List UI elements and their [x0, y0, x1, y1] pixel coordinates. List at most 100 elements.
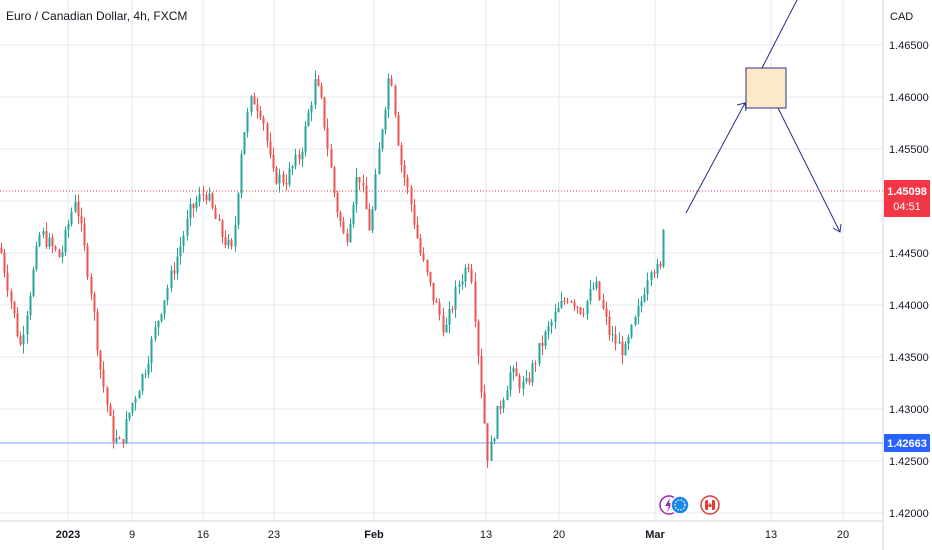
- candle-body: [134, 398, 137, 404]
- candle-body: [333, 167, 336, 193]
- candle-body: [515, 368, 518, 377]
- candle-body: [0, 247, 3, 253]
- candle-body: [29, 295, 32, 316]
- candle-body: [422, 253, 425, 261]
- candle-body: [445, 324, 448, 333]
- candle-body: [208, 193, 211, 201]
- candle-body: [432, 282, 435, 301]
- candle-body: [211, 193, 214, 208]
- candle-body: [483, 392, 486, 424]
- candle-body: [320, 85, 323, 98]
- candle-body: [54, 246, 57, 250]
- candle-body: [16, 313, 19, 337]
- candlestick-series: [0, 70, 665, 468]
- projection-drawing[interactable]: [685, 0, 842, 233]
- candle-body: [566, 301, 569, 303]
- candle-body: [464, 267, 467, 282]
- candle-body: [35, 245, 38, 270]
- candle-body: [45, 231, 48, 247]
- candle-body: [291, 166, 294, 169]
- time-tick-label: 2023: [56, 529, 80, 541]
- candle-body: [282, 174, 285, 183]
- projection-bear-arrowhead: [832, 223, 842, 233]
- target-zone-box[interactable]: [745, 67, 787, 109]
- candle-body: [13, 301, 16, 314]
- candle-body: [3, 252, 6, 273]
- candle-body: [586, 300, 589, 315]
- candle-body: [493, 438, 496, 442]
- candle-body: [563, 301, 566, 303]
- canada-flag-icon[interactable]: [700, 495, 720, 515]
- candle-body: [77, 201, 80, 217]
- candle-body: [275, 167, 278, 184]
- events-row[interactable]: [659, 495, 720, 515]
- candle-body: [419, 238, 422, 254]
- time-tick-label: 13: [480, 529, 492, 541]
- candle-body: [10, 291, 13, 302]
- candle-body: [122, 439, 125, 443]
- price-tick-label: 1.44500: [889, 248, 929, 260]
- candle-body: [80, 216, 83, 224]
- candle-body: [560, 301, 563, 308]
- candle-body: [410, 187, 413, 205]
- candle-body: [640, 301, 643, 307]
- candle-body: [205, 194, 208, 201]
- price-tick-label: 1.43500: [889, 352, 929, 364]
- candle-body: [115, 437, 118, 443]
- price-tick-label: 1.44000: [889, 300, 929, 312]
- candle-body: [614, 334, 617, 344]
- candle-body: [157, 320, 160, 328]
- candle-body: [342, 221, 345, 234]
- candle-body: [166, 288, 169, 301]
- candle-body: [61, 252, 64, 258]
- candle-body: [138, 391, 141, 399]
- candle-body: [451, 308, 454, 310]
- candle-body: [518, 376, 521, 389]
- candle-body: [102, 369, 105, 388]
- countdown-timer: 04:51: [893, 201, 921, 213]
- time-tick-label: 16: [197, 529, 209, 541]
- candle-body: [154, 327, 157, 340]
- candle-body: [22, 334, 25, 345]
- candle-body: [442, 315, 445, 333]
- time-tick-label: 20: [837, 529, 849, 541]
- candle-body: [646, 280, 649, 295]
- candle-body: [272, 154, 275, 168]
- candle-body: [394, 85, 397, 115]
- candle-body: [371, 209, 374, 231]
- candle-body: [99, 350, 102, 370]
- candle-body: [179, 246, 182, 257]
- candle-body: [627, 337, 630, 344]
- candle-body: [630, 324, 633, 338]
- candle-body: [413, 204, 416, 225]
- candle-body: [528, 378, 531, 383]
- candle-body: [246, 112, 249, 133]
- candle-body: [278, 174, 281, 184]
- candle-body: [355, 177, 358, 205]
- candle-body: [486, 423, 489, 461]
- candle-body: [435, 300, 438, 303]
- candle-body: [522, 381, 525, 389]
- candle-body: [314, 79, 317, 105]
- candle-body: [506, 390, 509, 401]
- candle-body: [58, 249, 61, 258]
- candle-body: [186, 218, 189, 236]
- price-axis[interactable]: 1.465001.460001.455001.450001.445001.440…: [889, 40, 929, 520]
- calendar-event-icon[interactable]: [670, 495, 690, 515]
- candle-body: [307, 112, 310, 126]
- candle-body: [390, 78, 393, 86]
- time-axis[interactable]: 2023 9 16 23 Feb 13 20 Mar 13 20: [56, 529, 849, 541]
- candle-body: [621, 341, 624, 356]
- candle-body: [310, 104, 313, 113]
- support-price-value: 1.42663: [887, 438, 927, 450]
- candle-body: [240, 154, 243, 194]
- candle-body: [42, 231, 45, 235]
- candle-body: [131, 403, 134, 413]
- currency-label: CAD: [890, 11, 913, 23]
- candle-body: [163, 300, 166, 315]
- candle-body: [288, 168, 291, 185]
- candle-body: [662, 229, 665, 267]
- current-price-tag: 1.45098 04:51: [884, 180, 930, 217]
- candle-body: [582, 313, 585, 315]
